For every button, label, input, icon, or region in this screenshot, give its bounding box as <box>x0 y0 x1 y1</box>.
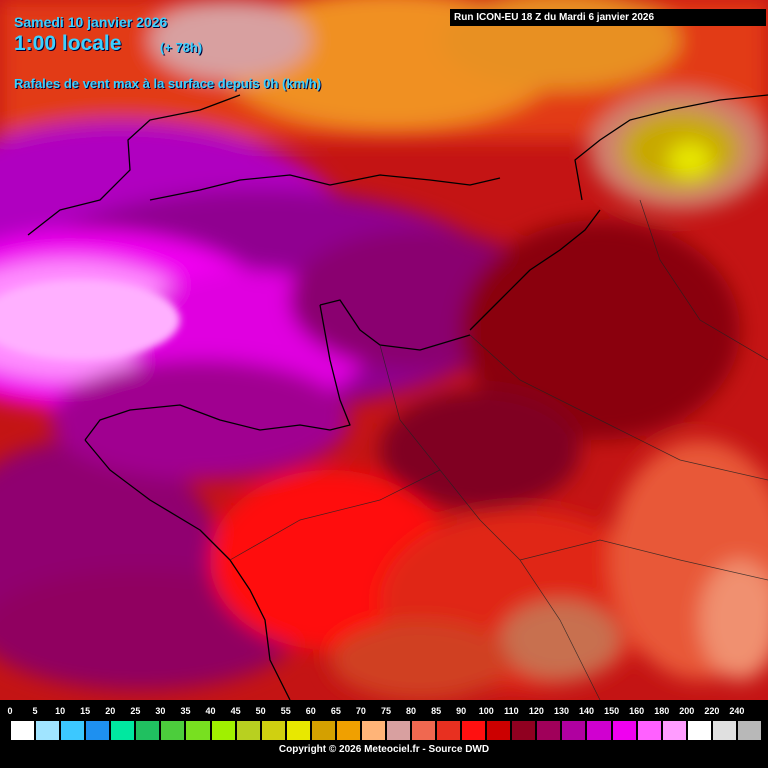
legend-label: 110 <box>504 706 519 716</box>
legend-label: 150 <box>604 706 620 716</box>
legend-swatch <box>536 720 562 741</box>
legend-label: 70 <box>355 706 366 716</box>
legend-label: 65 <box>330 706 341 716</box>
legend-label: 35 <box>180 706 191 716</box>
legend-swatch <box>511 720 537 741</box>
legend-label: 50 <box>255 706 266 716</box>
legend-label: 180 <box>654 706 670 716</box>
copyright-notice: Copyright © 2026 Meteociel.fr - Source D… <box>278 744 490 755</box>
legend-swatch <box>686 720 712 741</box>
legend-swatch <box>185 720 211 741</box>
legend-swatch <box>436 720 462 741</box>
legend-swatch <box>636 720 662 741</box>
legend-label: 5 <box>32 706 38 716</box>
legend-swatch <box>10 720 36 741</box>
legend-swatch <box>235 720 261 741</box>
legend-label: 200 <box>679 706 695 716</box>
legend-swatch <box>310 720 336 741</box>
legend-swatch <box>85 720 111 741</box>
legend-label: 100 <box>478 706 494 716</box>
legend-label: 140 <box>579 706 595 716</box>
legend-swatch <box>661 720 687 741</box>
legend-swatch <box>711 720 737 741</box>
legend-label: 60 <box>305 706 316 716</box>
legend-swatch <box>736 720 762 741</box>
legend-swatch <box>110 720 136 741</box>
legend-swatch <box>486 720 512 741</box>
legend-swatch <box>260 720 286 741</box>
legend-swatch <box>335 720 361 741</box>
legend-label: 40 <box>205 706 216 716</box>
legend-label: 20 <box>105 706 116 716</box>
legend-label: 10 <box>55 706 66 716</box>
legend-swatch <box>60 720 86 741</box>
model-run-label: Run ICON-EU 18 Z du Mardi 6 janvier 2026 <box>450 9 766 26</box>
forecast-date: Samedi 10 janvier 2026 <box>14 14 168 30</box>
legend-swatch <box>411 720 437 741</box>
legend-swatch <box>561 720 587 741</box>
legend-label: 160 <box>629 706 645 716</box>
legend-label: 0 <box>7 706 13 716</box>
legend-label: 130 <box>553 706 569 716</box>
legend-swatch <box>160 720 186 741</box>
legend-swatch <box>461 720 487 741</box>
legend-swatches <box>10 720 762 741</box>
legend-label: 120 <box>528 706 544 716</box>
legend-swatch <box>135 720 161 741</box>
forecast-time: 1:00 locale <box>14 32 122 55</box>
legend-label: 80 <box>406 706 417 716</box>
legend-label: 55 <box>280 706 291 716</box>
legend-label: 15 <box>80 706 91 716</box>
legend-label: 75 <box>380 706 392 716</box>
legend-swatch <box>210 720 236 741</box>
legend-swatch <box>285 720 311 741</box>
legend-swatch <box>611 720 637 741</box>
legend-swatch <box>586 720 612 741</box>
legend-label: 85 <box>431 706 442 716</box>
legend-swatch <box>360 720 386 741</box>
parameter-title: Rafales de vent max à la surface depuis … <box>14 76 322 91</box>
legend-swatch <box>35 720 61 741</box>
forecast-lead-time: (+ 78h) <box>160 40 203 55</box>
legend-label: 240 <box>729 706 745 716</box>
legend-label: 90 <box>456 706 467 716</box>
legend-label: 220 <box>704 706 720 716</box>
legend-swatch <box>385 720 411 741</box>
legend-label: 45 <box>230 706 241 716</box>
legend-label: 30 <box>155 706 166 716</box>
legend-label: 25 <box>130 706 141 716</box>
